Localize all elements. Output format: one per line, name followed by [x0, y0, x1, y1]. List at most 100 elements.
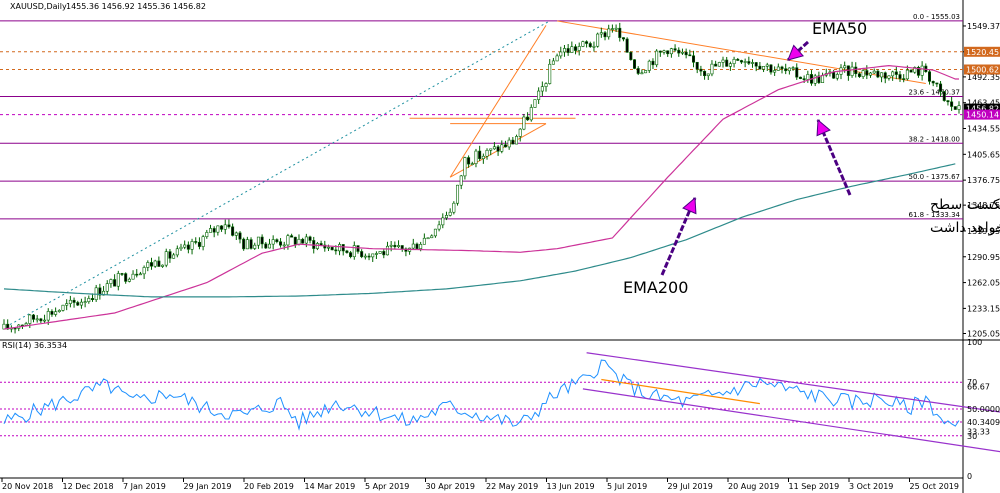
- price-tag-label: 1520.45: [966, 48, 999, 57]
- candle-body: [452, 202, 456, 213]
- candle-body: [747, 61, 751, 64]
- candle-body: [596, 33, 600, 47]
- candle-body: [916, 67, 920, 76]
- price-tick-label: 1319.85: [967, 227, 1000, 236]
- time-tick-label: 7 Jan 2019: [123, 482, 166, 491]
- candle-body: [164, 251, 168, 266]
- candle-body: [120, 273, 124, 275]
- candle-body: [684, 51, 688, 56]
- rsi-channel-line: [601, 378, 760, 405]
- candle-body: [920, 65, 924, 76]
- candle-body: [242, 238, 246, 250]
- candle-body: [172, 254, 176, 259]
- candle-body: [957, 105, 961, 110]
- candle-body: [765, 64, 769, 67]
- candle-body: [894, 71, 898, 75]
- time-tick-label: 5 Jul 2019: [607, 482, 647, 491]
- time-tick-label: 25 Oct 2019: [910, 482, 959, 491]
- candle-body: [570, 46, 574, 53]
- note-line1: درصورت شکست سطح: [930, 197, 1000, 213]
- candle-body: [68, 299, 72, 304]
- candle-body: [397, 245, 401, 248]
- candle-body: [880, 72, 884, 78]
- candle-body: [175, 248, 179, 256]
- candle-body: [319, 243, 323, 246]
- candle-body: [489, 148, 493, 151]
- candle-body: [267, 243, 271, 249]
- candle-body: [142, 267, 146, 275]
- candle-body: [780, 66, 784, 69]
- candle-body: [592, 45, 596, 48]
- candle-body: [728, 63, 732, 67]
- candle-body: [393, 244, 397, 248]
- candle-body: [389, 244, 393, 247]
- arrow-head: [682, 196, 697, 215]
- candle-body: [260, 236, 264, 245]
- candle-body: [636, 68, 640, 74]
- time-tick-label: 22 May 2019: [486, 482, 538, 491]
- time-tick-label: 5 Apr 2019: [365, 482, 409, 491]
- candle-body: [540, 86, 544, 92]
- candle-body: [725, 59, 729, 67]
- candle-body: [157, 260, 161, 267]
- candle-body: [374, 253, 378, 255]
- price-tick-label: 1492.35: [967, 73, 1000, 82]
- candle-body: [415, 243, 419, 249]
- price-tick-label: 1233.15: [967, 304, 1000, 313]
- candle-body: [802, 78, 806, 80]
- candle-body: [98, 287, 102, 296]
- arrow-head: [787, 44, 805, 61]
- channel-line: [449, 25, 547, 178]
- candle-body: [205, 232, 209, 237]
- time-tick-label: 3 Oct 2019: [849, 482, 893, 491]
- candle-body: [891, 71, 895, 77]
- candle-body: [238, 232, 242, 240]
- candle-body: [481, 155, 485, 159]
- price-tick-label: 1205.05: [967, 329, 1000, 338]
- candle-body: [732, 58, 736, 64]
- candle-body: [692, 55, 696, 63]
- candle-body: [153, 260, 157, 267]
- candle-body: [784, 68, 788, 72]
- candle-body: [872, 70, 876, 74]
- candle-body: [135, 273, 139, 276]
- candle-body: [43, 319, 47, 322]
- candle-body: [817, 75, 821, 83]
- candle-body: [710, 63, 714, 75]
- candle-body: [35, 318, 39, 321]
- rsi-label: RSI(14) 36.3534: [2, 341, 67, 350]
- candle-body: [168, 251, 172, 259]
- candle-body: [655, 50, 659, 66]
- candle-body: [72, 299, 76, 303]
- candle-body: [223, 224, 227, 230]
- candle-body: [419, 244, 423, 249]
- candle-body: [245, 239, 249, 250]
- candle-body: [197, 241, 201, 247]
- candle-body: [717, 62, 721, 67]
- rsi-channel-line: [586, 352, 1000, 413]
- candle-body: [776, 66, 780, 71]
- candle-body: [234, 232, 238, 236]
- candle-body: [341, 244, 345, 252]
- candle-body: [39, 318, 43, 322]
- candle-body: [950, 101, 954, 107]
- candle-body: [338, 244, 342, 252]
- chart-ohlc-label: 1455.36 1456.92 1455.36 1456.82: [66, 2, 206, 11]
- rsi-tick-label: 100: [967, 338, 982, 347]
- candle-body: [28, 314, 32, 324]
- candle-body: [492, 146, 496, 150]
- candle-body: [478, 150, 482, 159]
- candle-body: [562, 48, 566, 53]
- price-tick-label: 1376.75: [967, 176, 1000, 185]
- rsi-tick-label: 50.0000: [967, 405, 1000, 414]
- candle-body: [24, 323, 28, 326]
- price-tag-label: 1450.14: [966, 111, 999, 120]
- candle-body: [220, 225, 224, 230]
- time-tick-label: 20 Feb 2019: [244, 482, 294, 491]
- candle-body: [883, 72, 887, 79]
- candle-body: [304, 236, 308, 244]
- fib-level-label: 23.6 - 1470.37: [908, 89, 960, 97]
- arrow-head: [816, 118, 831, 137]
- candle-body: [953, 106, 957, 110]
